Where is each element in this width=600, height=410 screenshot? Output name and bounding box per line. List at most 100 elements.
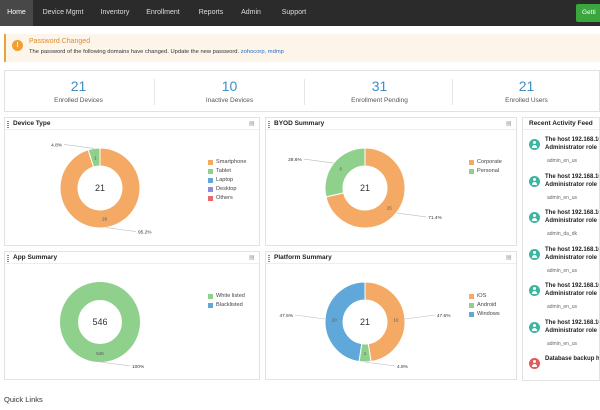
tab-admin[interactable]: Admin (241, 9, 261, 16)
slice-value-label: 546 (96, 351, 104, 356)
legend-item-blacklisted[interactable]: Blacklisted (208, 301, 245, 310)
legend-item-windows[interactable]: Windows (469, 310, 500, 319)
slice-value-label: 1 (94, 155, 97, 160)
feed-item-title: The host 192.168.102 (545, 319, 600, 326)
percent-label: 4.8% (397, 364, 409, 370)
feed-item[interactable]: The host 192.168.102 Administrator role ad… (523, 318, 600, 354)
platform-summary-panel: Platform Summary ▤ 21 10 1 10 47.6% 4.8% 47.6%… (265, 251, 517, 380)
feed-item-subtitle: Administrator role (545, 254, 598, 261)
legend-swatch (208, 178, 213, 183)
stat-value: 10 (221, 78, 238, 94)
legend-swatch (208, 169, 213, 174)
app-summary-panel: App Summary ▤ 546 546 100% White listed Bla… (4, 251, 260, 380)
database-icon (529, 358, 540, 369)
stat-inactive-devices[interactable]: 10 Inactive Devices (156, 71, 303, 111)
percent-label: 47.6% (437, 313, 451, 319)
legend-item-ios[interactable]: iOS (469, 292, 500, 301)
panel-title: BYOD Summary (274, 120, 325, 127)
top-nav: Home Device Mgmt Inventory Enrollment Re… (0, 0, 600, 26)
legend-item-personal[interactable]: Personal (469, 167, 502, 176)
percent-leader-line (63, 144, 95, 149)
device-type-panel: Device Type ▤ 21 20 1 95.2% 4.8% Smartphone T… (4, 117, 260, 246)
user-avatar-icon (529, 285, 540, 296)
drag-handle-icon[interactable] (268, 255, 270, 262)
panel-header: Platform Summary ▤ (266, 252, 516, 264)
slice-white-listed[interactable] (60, 282, 140, 362)
user-avatar-icon (529, 321, 540, 333)
stat-label: Enrolled Users (505, 97, 548, 104)
feed-item[interactable]: The host 192.168.102 Administrator role ad… (523, 135, 599, 171)
divider (154, 79, 155, 105)
drag-handle-icon[interactable] (268, 121, 270, 128)
donut-center-label: 21 (360, 317, 370, 327)
percent-leader-line (295, 314, 326, 320)
slice-personal[interactable] (324, 147, 366, 198)
tab-device-mgmt[interactable]: Device Mgmt (42, 9, 84, 16)
recent-activity-feed: Recent Activity Feed The host 192.168.10… (522, 117, 600, 381)
feed-item-subtitle: Administrator role (545, 327, 598, 334)
legend-item-laptop[interactable]: Laptop (208, 176, 246, 185)
legend-item-smartphone[interactable]: Smartphone (208, 158, 246, 167)
drag-handle-icon[interactable] (7, 255, 9, 262)
legend-item-android[interactable]: Android (469, 301, 500, 310)
feed-item[interactable]: Database backup has (523, 354, 600, 380)
alert-domains-link[interactable]: zohocorp, mdmp (240, 49, 284, 55)
app-summary-donut-chart: 546 546 100% (60, 282, 145, 370)
legend-label: iOS (477, 293, 487, 299)
legend-item-white-listed[interactable]: White listed (208, 292, 245, 301)
percent-label: 100% (132, 364, 145, 370)
legend-label: Others (216, 195, 233, 201)
get-started-button[interactable]: Getti (576, 4, 600, 22)
chart-options-icon[interactable]: ▤ (249, 255, 255, 261)
feed-item-subtitle: Administrator role (545, 291, 598, 297)
feed-item-title: Database backup has (545, 356, 600, 362)
chart-options-icon[interactable]: ▤ (506, 121, 512, 127)
tab-inventory[interactable]: Inventory (100, 9, 130, 16)
panel-header: App Summary ▤ (5, 252, 259, 264)
slice-value-label: 1 (364, 351, 367, 356)
legend-item-tablet[interactable]: Tablet (208, 167, 246, 176)
slice-ios[interactable] (364, 281, 406, 363)
panel-header: BYOD Summary ▤ (266, 118, 516, 130)
tab-enrollment[interactable]: Enrollment (146, 9, 180, 16)
percent-leader-line (364, 361, 396, 367)
feed-item[interactable]: The host 192.168.102 Administrator role ad… (523, 172, 600, 208)
feed-item-user: admin_en_us (547, 194, 578, 201)
legend-item-corporate[interactable]: Corporate (469, 158, 502, 167)
legend-item-others[interactable]: Others (208, 194, 246, 203)
platform-legend: iOS Android Windows (469, 292, 500, 319)
slice-windows[interactable] (324, 281, 366, 363)
feed-item[interactable]: The host 192.168.102 Administrator role ad… (523, 208, 599, 244)
chart-options-icon[interactable]: ▤ (249, 121, 255, 127)
byod-legend: Corporate Personal (469, 158, 502, 176)
legend-swatch (208, 160, 213, 165)
slice-value-label: 6 (340, 167, 343, 172)
feed-item-title: The host 192.168.102 (545, 173, 600, 180)
chart-options-icon[interactable]: ▤ (506, 255, 512, 261)
feed-item[interactable]: The host 192.168.102 Administrator role ad… (523, 245, 599, 281)
legend-item-desktop[interactable]: Desktop (208, 185, 246, 194)
legend-swatch (469, 303, 474, 308)
legend-swatch (469, 294, 474, 299)
slice-value-label: 15 (387, 205, 393, 210)
tab-support[interactable]: Support (281, 9, 307, 16)
app-summary-legend: White listed Blacklisted (208, 292, 245, 310)
stat-enrolled-devices[interactable]: 21 Enrolled Devices (5, 71, 152, 111)
panel-title: Platform Summary (274, 254, 332, 261)
feed-item[interactable]: The host 192.168.102 Administrator role ad… (523, 281, 599, 317)
legend-label: Smartphone (216, 159, 247, 165)
slice-smartphone[interactable] (59, 147, 141, 229)
tab-home[interactable]: Home (0, 0, 33, 26)
legend-label: Windows (477, 311, 500, 317)
stat-enrollment-pending[interactable]: 31 Enrollment Pending (306, 71, 453, 111)
tab-reports[interactable]: Reports (198, 9, 224, 16)
percent-leader-line (303, 158, 334, 164)
slice-corporate[interactable] (325, 147, 406, 229)
legend-swatch (469, 312, 474, 317)
panel-header: Device Type ▤ (5, 118, 259, 130)
slice-tablet[interactable] (87, 147, 101, 168)
stat-enrolled-users[interactable]: 21 Enrolled Users (454, 71, 599, 111)
legend-swatch (208, 294, 213, 299)
drag-handle-icon[interactable] (7, 121, 9, 128)
percent-label: 4.8% (51, 142, 63, 148)
